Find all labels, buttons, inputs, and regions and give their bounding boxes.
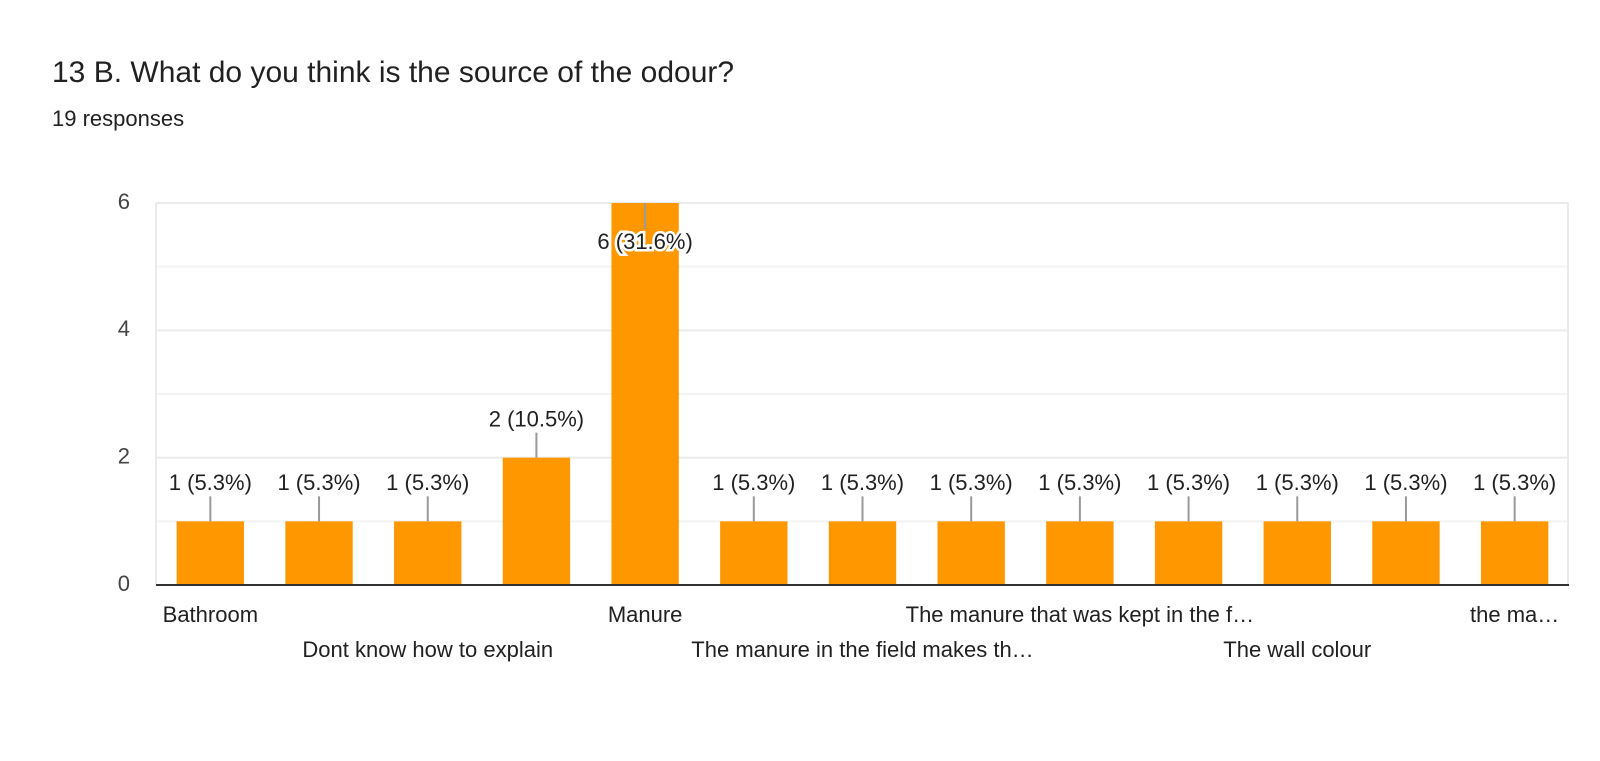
value-label: 1 (5.3%)	[1147, 470, 1230, 495]
bar	[502, 457, 571, 585]
y-tick-label: 4	[118, 316, 130, 341]
chart-subtitle: 19 responses	[52, 106, 184, 131]
x-tick-label: Dont know how to explain	[302, 637, 553, 662]
bar	[1154, 521, 1223, 585]
value-label: 1 (5.3%)	[821, 470, 904, 495]
x-tick-label: the ma…	[1470, 602, 1559, 627]
bar	[937, 521, 1005, 585]
bar	[828, 521, 897, 585]
value-label: 2 (10.5%)	[489, 406, 584, 431]
bar	[720, 521, 788, 585]
bar	[1263, 521, 1331, 585]
bar	[394, 521, 462, 585]
x-tick-label: Bathroom	[163, 602, 258, 627]
bar	[611, 203, 679, 585]
y-tick-label: 2	[118, 443, 130, 468]
bar	[1480, 521, 1549, 585]
x-tick-label: Manure	[608, 602, 683, 627]
x-tick-label: The manure that was kept in the f…	[906, 602, 1255, 627]
value-label: 1 (5.3%)	[1364, 470, 1447, 495]
y-tick-label: 0	[118, 571, 130, 596]
value-label: 1 (5.3%)	[1473, 470, 1556, 495]
bar	[1372, 521, 1440, 585]
value-label: 1 (5.3%)	[1038, 470, 1121, 495]
value-label: 1 (5.3%)	[277, 470, 360, 495]
x-tick-label: The manure in the field makes th…	[691, 637, 1033, 662]
bar	[176, 521, 245, 585]
x-tick-label: The wall colour	[1223, 637, 1371, 662]
value-label: 6 (31.6%)	[597, 229, 692, 254]
value-label: 1 (5.3%)	[930, 470, 1013, 495]
value-label: 1 (5.3%)	[712, 470, 795, 495]
bar	[285, 521, 353, 585]
value-label: 1 (5.3%)	[169, 470, 252, 495]
chart-title: 13 B. What do you think is the source of…	[52, 56, 734, 89]
y-tick-label: 6	[118, 189, 130, 214]
value-label: 1 (5.3%)	[1256, 470, 1339, 495]
value-label: 1 (5.3%)	[386, 470, 469, 495]
bar	[1046, 521, 1114, 585]
